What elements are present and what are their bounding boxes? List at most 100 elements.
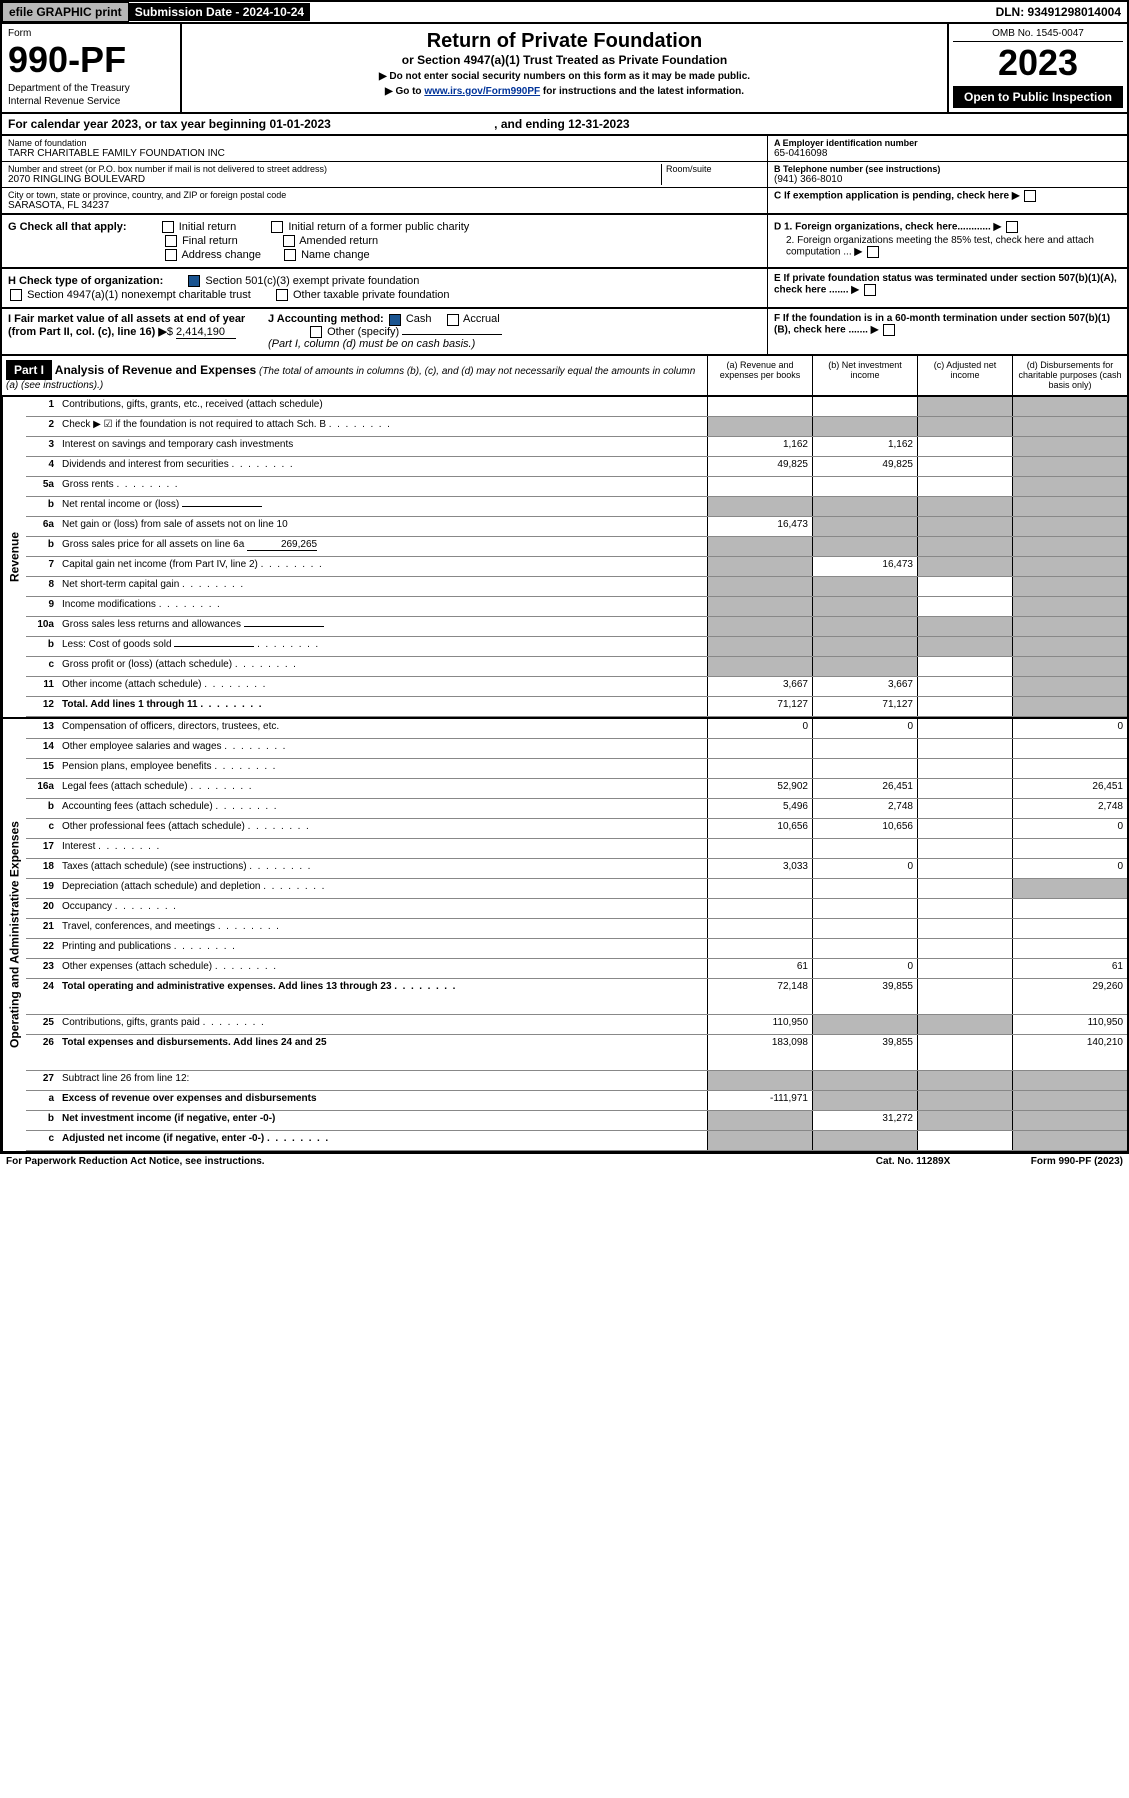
cell-a: 5,496: [707, 799, 812, 818]
cell-a: 61: [707, 959, 812, 978]
cell-b: [812, 417, 917, 436]
row-num: 17: [26, 839, 58, 858]
cell-b: 0: [812, 959, 917, 978]
cell-b: 39,855: [812, 1035, 917, 1070]
omb: OMB No. 1545-0047: [953, 28, 1123, 42]
row-label: Printing and publications . . . . . . . …: [58, 939, 707, 958]
table-row: bNet investment income (if negative, ent…: [26, 1111, 1127, 1131]
cell-a: [707, 1111, 812, 1130]
cell-b: [812, 1131, 917, 1150]
ein-value: 65-0416098: [774, 148, 1121, 159]
cell-d: [1012, 617, 1127, 636]
row-label: Net gain or (loss) from sale of assets n…: [58, 517, 707, 536]
irs: Internal Revenue Service: [8, 96, 174, 107]
phone-cell: B Telephone number (see instructions) (9…: [768, 162, 1127, 188]
cell-b: 3,667: [812, 677, 917, 696]
f-checkbox[interactable]: [883, 324, 895, 336]
form-center: Return of Private Foundation or Section …: [182, 24, 947, 112]
info-left: Name of foundation TARR CHARITABLE FAMIL…: [2, 136, 767, 213]
cell-d: [1012, 839, 1127, 858]
cell-b: 0: [812, 719, 917, 738]
d1-checkbox[interactable]: [1006, 221, 1018, 233]
h-501c3-checkbox[interactable]: [188, 275, 200, 287]
g-amended-checkbox[interactable]: [283, 235, 295, 247]
j-cash-checkbox[interactable]: [389, 314, 401, 326]
table-row: 8Net short-term capital gain . . . . . .…: [26, 577, 1127, 597]
row-label: Occupancy . . . . . . . .: [58, 899, 707, 918]
e-checkbox[interactable]: [864, 284, 876, 296]
g-final-checkbox[interactable]: [165, 235, 177, 247]
row-num: 21: [26, 919, 58, 938]
cell-d: 110,950: [1012, 1015, 1127, 1034]
cell-d: 140,210: [1012, 1035, 1127, 1070]
efile-button[interactable]: efile GRAPHIC print: [2, 2, 129, 22]
cell-a: [707, 899, 812, 918]
c-checkbox[interactable]: [1024, 190, 1036, 202]
cell-c: [917, 939, 1012, 958]
cell-c: [917, 677, 1012, 696]
cell-d: [1012, 919, 1127, 938]
cell-d: [1012, 759, 1127, 778]
name-label: Name of foundation: [8, 138, 761, 148]
cell-d: 0: [1012, 819, 1127, 838]
cell-c: [917, 397, 1012, 416]
g-name-checkbox[interactable]: [284, 249, 296, 261]
foundation-name: TARR CHARITABLE FAMILY FOUNDATION INC: [8, 148, 761, 159]
arrow-icon: ▶: [994, 222, 1002, 233]
g-addr-checkbox[interactable]: [165, 249, 177, 261]
cell-b: [812, 1015, 917, 1034]
arrow-icon: ▶: [854, 247, 862, 258]
cell-a: 3,667: [707, 677, 812, 696]
cell-a: [707, 577, 812, 596]
row-num: 20: [26, 899, 58, 918]
cell-a: -111,971: [707, 1091, 812, 1110]
row-num: 23: [26, 959, 58, 978]
cell-d: [1012, 879, 1127, 898]
j-accrual-checkbox[interactable]: [447, 314, 459, 326]
room-label: Room/suite: [666, 164, 761, 174]
cell-c: [917, 697, 1012, 716]
cell-b: 0: [812, 859, 917, 878]
row-label: Interest on savings and temporary cash i…: [58, 437, 707, 456]
e-label: E If private foundation status was termi…: [774, 273, 1117, 296]
h-other-checkbox[interactable]: [276, 289, 288, 301]
j-note: (Part I, column (d) must be on cash basi…: [268, 338, 761, 350]
cell-d: [1012, 437, 1127, 456]
cell-a: [707, 637, 812, 656]
row-num: 26: [26, 1035, 58, 1070]
cell-a: 49,825: [707, 457, 812, 476]
city-cell: City or town, state or province, country…: [2, 188, 767, 213]
row-num: 15: [26, 759, 58, 778]
d2-checkbox[interactable]: [867, 246, 879, 258]
cell-a: [707, 537, 812, 556]
d2-label: 2. Foreign organizations meeting the 85%…: [786, 235, 1094, 258]
footer-left: For Paperwork Reduction Act Notice, see …: [6, 1156, 853, 1167]
h-4947-checkbox[interactable]: [10, 289, 22, 301]
cell-b: [812, 637, 917, 656]
table-row: 12Total. Add lines 1 through 11 . . . . …: [26, 697, 1127, 717]
j-other-checkbox[interactable]: [310, 326, 322, 338]
g-checks: G Check all that apply: Initial return I…: [2, 215, 767, 267]
cell-b: [812, 657, 917, 676]
cell-c: [917, 617, 1012, 636]
g-initial-checkbox[interactable]: [162, 221, 174, 233]
cell-b: 10,656: [812, 819, 917, 838]
cell-a: [707, 597, 812, 616]
g-initial-fpc-checkbox[interactable]: [271, 221, 283, 233]
form-number: 990-PF: [8, 39, 174, 81]
footer: For Paperwork Reduction Act Notice, see …: [0, 1153, 1129, 1169]
col-b-header: (b) Net investment income: [812, 356, 917, 395]
row-label: Other employee salaries and wages . . . …: [58, 739, 707, 758]
cell-c: [917, 719, 1012, 738]
cell-d: 26,451: [1012, 779, 1127, 798]
checks-g-row: G Check all that apply: Initial return I…: [0, 215, 1129, 269]
cell-c: [917, 739, 1012, 758]
row-num: b: [26, 497, 58, 516]
cell-b: [812, 517, 917, 536]
irs-link[interactable]: www.irs.gov/Form990PF: [424, 86, 540, 97]
cell-a: [707, 397, 812, 416]
table-row: 2Check ▶ ☑ if the foundation is not requ…: [26, 417, 1127, 437]
col-c-header: (c) Adjusted net income: [917, 356, 1012, 395]
row-label: Pension plans, employee benefits . . . .…: [58, 759, 707, 778]
subdate-label: Submission Date -: [135, 5, 243, 19]
